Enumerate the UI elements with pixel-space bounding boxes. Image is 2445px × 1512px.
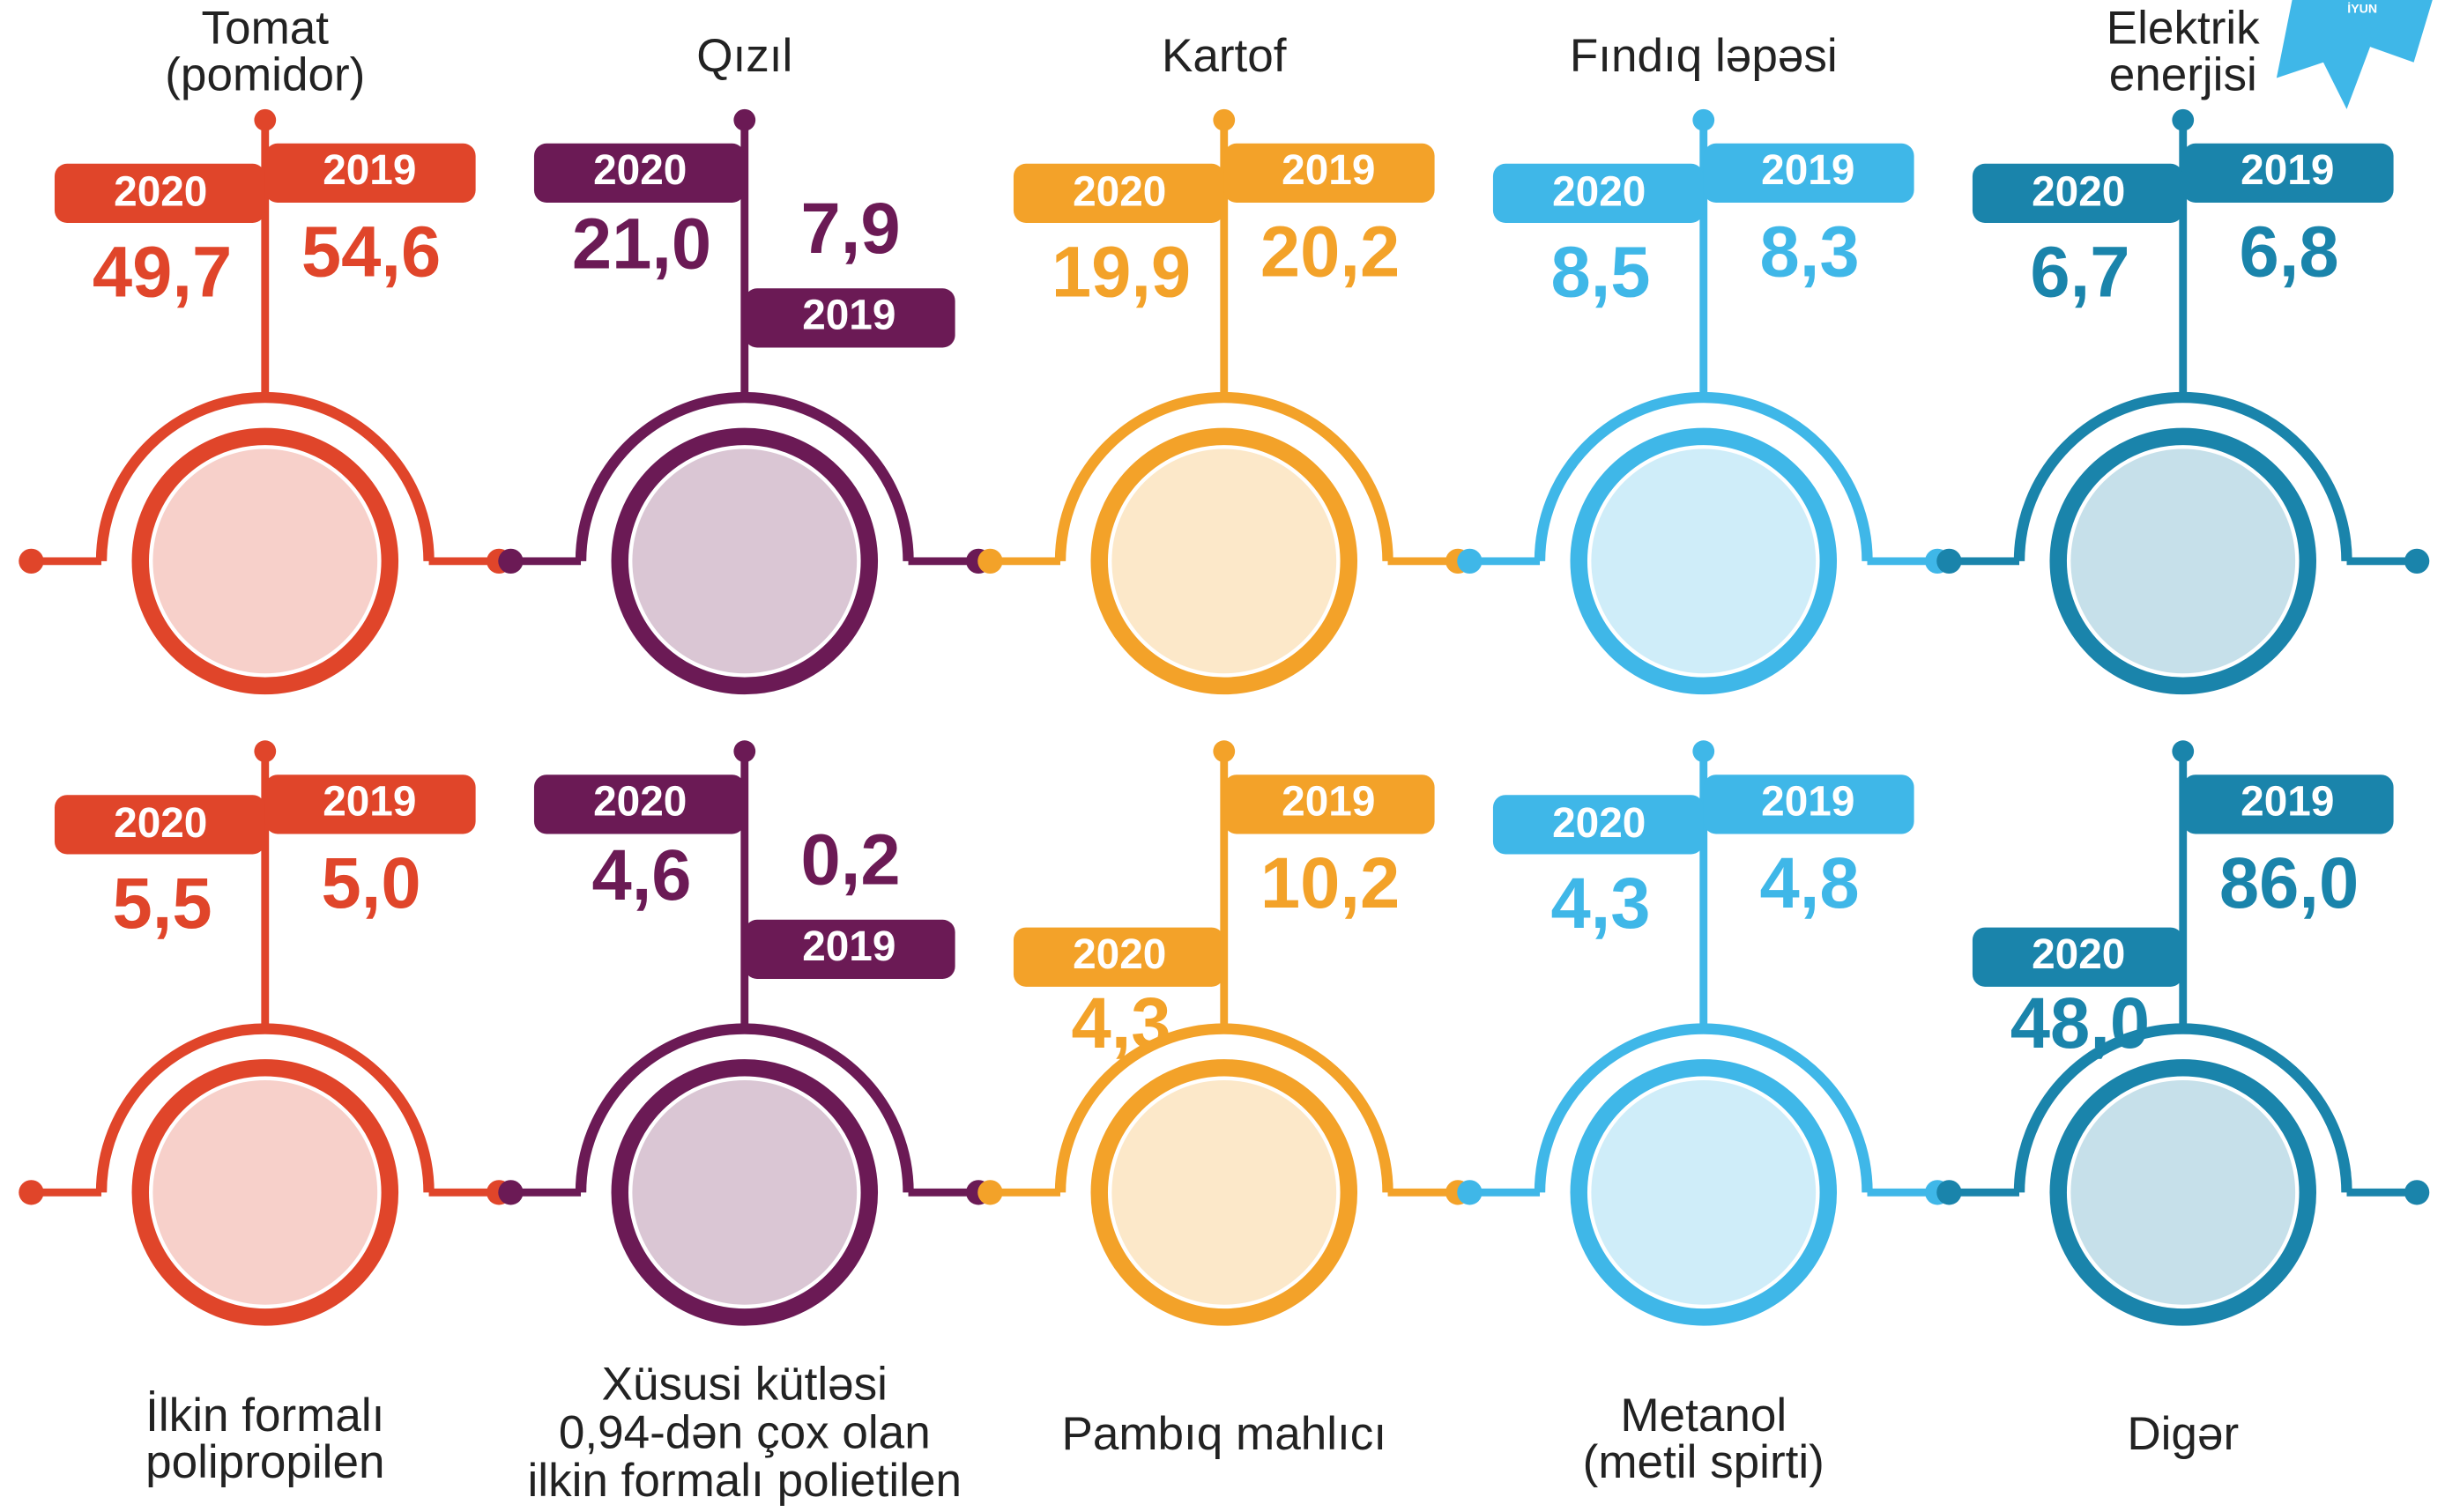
value-2020: 4,3 [1550,863,1650,944]
year-label: 2019 [323,778,416,825]
year-label: 2020 [593,778,687,825]
item-label: 0,94-dən çox olan [559,1406,931,1458]
year-label: 2020 [114,169,207,216]
photo [632,448,857,673]
value-2019: 0,2 [801,819,901,900]
value-2019: 54,6 [301,211,441,292]
item-label: Pambıq mahlıcı [1061,1408,1386,1460]
value-2020: 19,9 [1052,232,1191,312]
year-label: 2020 [2032,931,2125,978]
item-label: ilkin formalı polietilen [528,1455,962,1507]
leg-dot [2404,1180,2429,1204]
stem-dot [1692,740,1714,762]
item-label: (pomidor) [165,48,365,100]
photo [632,1080,857,1305]
value-2019: 6,8 [2239,211,2338,292]
stem-dot [1213,109,1235,131]
leg-dot [977,549,1002,574]
leg-dot [498,1180,523,1204]
item-label: (metil spirti) [1583,1436,1824,1488]
item-label: Kartof [1162,30,1287,82]
year-label: 2019 [1761,147,1854,194]
item-label: Fındıq ləpəsi [1570,30,1838,82]
year-label: 2019 [323,147,416,194]
leg-dot [977,1180,1002,1204]
value-2019: 4,8 [1760,843,1860,923]
year-label: 2020 [114,800,207,847]
stem-dot [254,740,276,762]
photo [2070,1080,2295,1305]
value-2020: 4,3 [1071,983,1170,1064]
photo [152,1080,377,1305]
value-2020: 8,5 [1550,232,1650,312]
item-label: Elektrik [2107,2,2260,54]
value-2019: 10,2 [1260,843,1400,923]
leg-dot [1936,549,1961,574]
item-label: Xüsusi kütləsi [602,1358,888,1410]
year-label: 2020 [2032,169,2125,216]
photo [2070,448,2295,673]
year-label: 2019 [1761,778,1854,825]
photo [1591,448,1816,673]
value-2020: 48,0 [2010,983,2150,1064]
item-label: Digər [2127,1408,2239,1460]
item-label: Qızıl [696,30,792,82]
value-2020: 5,5 [112,863,212,944]
year-label: 2019 [2241,778,2334,825]
year-label: 2019 [802,293,896,339]
item-label: enerjisi [2109,48,2257,100]
year-label: 2019 [802,923,896,970]
leg-dot [1936,1180,1961,1204]
stem-dot [733,109,755,131]
leg-dot [19,1180,43,1204]
leg-dot [1457,1180,1482,1204]
photo [1111,448,1336,673]
leg-dot [498,549,523,574]
value-2020: 6,7 [2030,232,2129,312]
value-2020: 49,7 [93,232,232,312]
stem-dot [2172,740,2194,762]
leg-dot [2404,549,2429,574]
stem-dot [733,740,755,762]
leg-dot [19,549,43,574]
stem-dot [1213,740,1235,762]
value-2019: 20,2 [1260,211,1400,292]
value-2019: 86,0 [2219,843,2359,923]
year-label: 2019 [1282,147,1375,194]
year-label: 2020 [1552,169,1646,216]
year-label: 2020 [1073,931,1166,978]
leg-dot [1457,549,1482,574]
stem-dot [254,109,276,131]
ribbon-logo: İYUN [2277,0,2433,109]
photo [152,448,377,673]
year-label: 2019 [2241,147,2334,194]
ribbon-text: İYUN [2347,1,2377,15]
stem-dot [1692,109,1714,131]
photo [1111,1080,1336,1305]
value-2019: 7,9 [801,189,901,269]
year-label: 2020 [1552,800,1646,847]
item-label: Metanol [1620,1390,1787,1442]
infographic: İYUN Tomat(pomidor) 2020 2019 49,7 54,6 Qızıl… [0,0,2445,1512]
year-label: 2019 [1282,778,1375,825]
value-2019: 5,0 [322,843,421,923]
year-label: 2020 [593,147,687,194]
item-label: Tomat [202,2,330,54]
stem-dot [2172,109,2194,131]
year-label: 2020 [1073,169,1166,216]
item-label: İlkin formalı [145,1390,384,1442]
value-2019: 8,3 [1760,211,1860,292]
value-2020: 4,6 [591,835,691,915]
item-label: polipropilen [145,1436,384,1488]
photo [1591,1080,1816,1305]
value-2020: 21,0 [572,204,711,285]
